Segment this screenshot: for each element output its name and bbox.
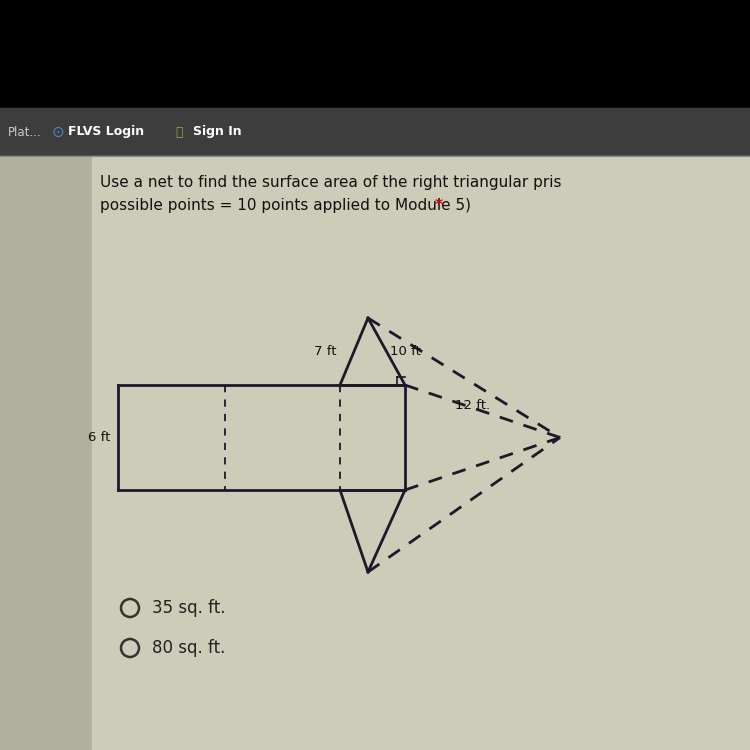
Text: 6 ft: 6 ft [88,431,110,444]
Text: Sign In: Sign In [193,125,242,139]
Text: 🔒: 🔒 [175,125,182,139]
Text: 10 ft: 10 ft [391,345,422,358]
Text: 12 ft.: 12 ft. [455,399,490,412]
Bar [0,0,750,108]
Text: 80 sq. ft.: 80 sq. ft. [152,639,225,657]
Bar [92,156,750,750]
Text: *: * [435,198,443,213]
Bar [0,108,750,156]
Text: 7 ft: 7 ft [314,345,336,358]
Text: ⊙: ⊙ [52,124,64,140]
Text: possible points = 10 points applied to Module 5): possible points = 10 points applied to M… [100,198,476,213]
Text: 35 sq. ft.: 35 sq. ft. [152,599,226,617]
Text: FLVS Login: FLVS Login [68,125,144,139]
Bar [0,156,92,750]
Circle shape [121,639,139,657]
Text: Use a net to find the surface area of the right triangular pris: Use a net to find the surface area of th… [100,175,562,190]
Text: Plat...: Plat... [8,125,42,139]
Circle shape [121,599,139,617]
